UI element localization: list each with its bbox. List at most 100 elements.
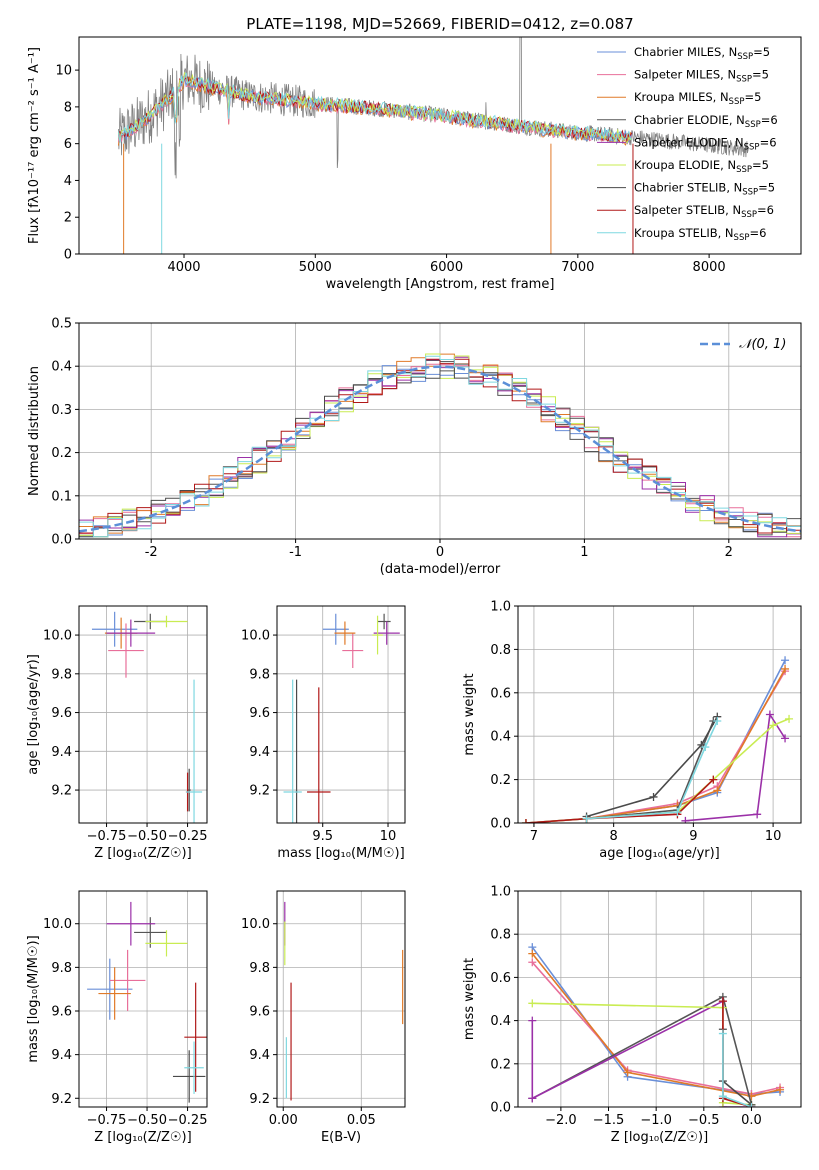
axes-frame bbox=[78, 890, 208, 1108]
weight-marker bbox=[528, 999, 537, 1008]
weight-marker bbox=[582, 814, 591, 823]
residual-histogram bbox=[79, 355, 801, 538]
massweight-vs-metallicity-panel: −2.0 −1.5 −1.0 −0.5 0.0 0.0 0.2 0.4 0.6 0.8 1.0 Z [… bbox=[462, 885, 802, 1145]
weight-marker bbox=[769, 721, 778, 730]
legend-entry-name: Chabrier MILES, N bbox=[634, 45, 737, 59]
weight-marker bbox=[765, 710, 774, 719]
legend-entry-name: Kroupa MILES, N bbox=[634, 90, 729, 104]
legend-entry: Salpeter MILES, NSSP=5 bbox=[634, 68, 769, 85]
plot-marks bbox=[284, 901, 404, 1101]
y-tick-label: 0.5 bbox=[51, 317, 72, 332]
x-tick-label: 6000 bbox=[430, 260, 463, 275]
y-tick-label: 10.0 bbox=[241, 917, 270, 932]
x-tick-label: 8000 bbox=[693, 260, 726, 275]
axes-frame bbox=[78, 36, 802, 255]
weight-line bbox=[531, 995, 753, 1106]
y-tick-label: 9.8 bbox=[249, 961, 270, 976]
y-tick-label: 9.4 bbox=[51, 745, 72, 760]
plot-marks bbox=[117, 37, 749, 254]
x-tick-label: −0.50 bbox=[127, 1113, 167, 1128]
legend-entry: Kroupa STELIB, NSSP=6 bbox=[634, 226, 766, 243]
x-tick-label: 0 bbox=[436, 545, 444, 560]
y-tick-label: 0.3 bbox=[51, 403, 72, 418]
x-axis-label: wavelength [Angstrom, rest frame] bbox=[326, 277, 555, 292]
legend-entry-count: =5 bbox=[758, 181, 775, 195]
axes-layer: −0.75 −0.50 −0.25 9.2 9.4 9.6 9.8 10.0 Z [log₁₀(… bbox=[26, 605, 208, 861]
weight-line bbox=[685, 712, 786, 822]
y-tick-label: 9.4 bbox=[249, 745, 270, 760]
weight-line bbox=[531, 953, 781, 1098]
weight-marker bbox=[521, 819, 530, 823]
x-tick-label: −0.5 bbox=[688, 1113, 720, 1128]
y-tick-label: 10.0 bbox=[43, 917, 72, 932]
grid-layer bbox=[79, 606, 207, 823]
y-axis-label: mass weight bbox=[462, 673, 477, 755]
weight-line bbox=[586, 716, 718, 818]
x-tick-label: −0.25 bbox=[168, 829, 208, 844]
x-tick-label: 0.05 bbox=[347, 1113, 376, 1128]
legend-entry-sub: SSP bbox=[736, 75, 752, 85]
weight-marker bbox=[718, 997, 727, 1006]
y-tick-label: 9.8 bbox=[51, 961, 72, 976]
y-tick-label: 0.2 bbox=[490, 1057, 511, 1072]
y-tick-label: 0.6 bbox=[490, 686, 511, 701]
legend-entry-count: =5 bbox=[753, 45, 770, 59]
x-tick-label: 1 bbox=[580, 545, 588, 560]
legend-entry-sub: SSP bbox=[729, 97, 745, 107]
grid-layer bbox=[277, 891, 405, 1107]
weight-marker bbox=[709, 775, 718, 784]
y-tick-label: 4 bbox=[64, 174, 72, 189]
figure-title: PLATE=1198, MJD=52669, FIBERID=0412, z=0… bbox=[246, 15, 633, 33]
massweight-vs-age-panel: 7 8 9 10 0.0 0.2 0.4 0.6 0.8 1.0 age [log₁₀(age/yr… bbox=[462, 600, 802, 861]
legend-entry: Salpeter STELIB, NSSP=6 bbox=[634, 203, 774, 220]
weight-marker bbox=[776, 1085, 785, 1094]
observed-spectrum-line bbox=[118, 37, 749, 179]
y-tick-label: 9.6 bbox=[51, 706, 72, 721]
x-tick-label: 0.00 bbox=[269, 1113, 298, 1128]
axes-frame bbox=[276, 890, 406, 1108]
weight-marker bbox=[753, 810, 762, 819]
age-vs-mass-panel: 9.5 10 9.2 9.4 9.6 9.8 10.0 mass [log₁₀(M/M☉)] bbox=[241, 605, 406, 861]
y-tick-label: 0.0 bbox=[490, 817, 511, 832]
plot-marks bbox=[79, 353, 801, 538]
spectrum-panel: 4000 5000 6000 7000 8000 0 2 4 6 8 10 wavelength [A… bbox=[27, 36, 802, 292]
weight-marker bbox=[718, 1092, 727, 1101]
legend-entry-count: =6 bbox=[760, 135, 777, 149]
legend-entry-count: =5 bbox=[752, 158, 769, 172]
y-axis-label: mass [log₁₀(M/M☉)] bbox=[26, 935, 41, 1062]
x-tick-label: −0.75 bbox=[87, 829, 127, 844]
y-axis-label: age [log₁₀(age/yr)] bbox=[26, 654, 41, 775]
y-tick-label: 0.2 bbox=[490, 773, 511, 788]
y-tick-label: 9.2 bbox=[51, 1092, 72, 1107]
x-tick-label: −0.75 bbox=[87, 1113, 127, 1128]
axes-layer: 9.5 10 9.2 9.4 9.6 9.8 10.0 mass [log₁₀(M/M☉)] bbox=[241, 605, 406, 861]
legend-entry-name: Salpeter ELODIE, N bbox=[634, 135, 744, 149]
x-tick-label: 10 bbox=[765, 829, 782, 844]
plot-marks bbox=[283, 613, 400, 823]
y-tick-label: 10.0 bbox=[241, 629, 270, 644]
legend-entry: Chabrier STELIB, NSSP=5 bbox=[634, 181, 775, 198]
axes-frame bbox=[517, 605, 802, 824]
y-tick-label: 0.8 bbox=[490, 928, 511, 943]
y-tick-label: 0.4 bbox=[51, 360, 72, 375]
y-tick-label: 9.2 bbox=[249, 1092, 270, 1107]
weight-line bbox=[586, 668, 786, 820]
normal-curve-line bbox=[79, 365, 801, 533]
weight-marker bbox=[781, 656, 790, 665]
weight-marker bbox=[681, 816, 690, 823]
y-tick-label: 0.0 bbox=[490, 1101, 511, 1116]
y-tick-label: 9.6 bbox=[51, 1005, 72, 1020]
weight-marker bbox=[528, 1094, 537, 1103]
age-vs-metallicity-panel: −0.75 −0.50 −0.25 9.2 9.4 9.6 9.8 10.0 Z [log₁₀(… bbox=[26, 605, 208, 861]
weight-marker bbox=[781, 664, 790, 673]
y-tick-label: 8 bbox=[64, 100, 72, 115]
legend-entry-name: Salpeter STELIB, N bbox=[634, 203, 741, 217]
legend-entry: Salpeter ELODIE, NSSP=6 bbox=[634, 135, 777, 152]
x-tick-label: 2 bbox=[725, 545, 733, 560]
y-tick-label: 0.4 bbox=[490, 1014, 511, 1029]
axes-layer: -2 -1 0 1 2 0.0 0.1 0.2 0.3 0.4 0.5 (data-model)/er… bbox=[27, 317, 802, 577]
x-tick-label: −1.0 bbox=[640, 1113, 672, 1128]
x-axis-label: Z [log₁₀(Z/Z☉)] bbox=[94, 846, 191, 861]
grid-layer bbox=[518, 890, 801, 1108]
